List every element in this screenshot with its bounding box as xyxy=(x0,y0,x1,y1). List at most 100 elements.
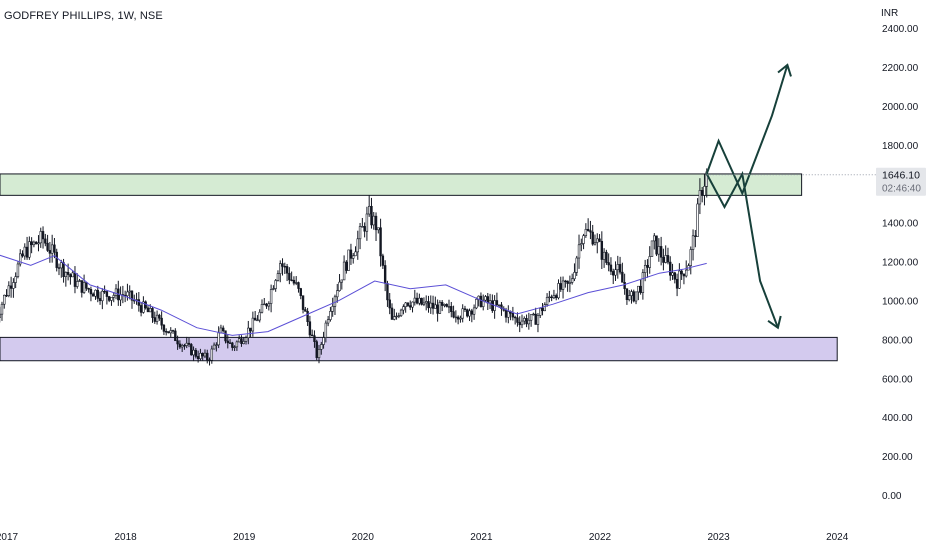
candle-body xyxy=(436,304,439,314)
candle-body xyxy=(98,298,102,302)
candle-body xyxy=(399,309,403,317)
candle-body xyxy=(103,290,106,293)
candle-body xyxy=(174,330,177,342)
candle-body xyxy=(475,298,478,309)
candle-body xyxy=(265,303,268,307)
candle-body xyxy=(539,307,542,316)
candle-body xyxy=(16,263,20,277)
candle-body xyxy=(443,304,446,306)
candle-body xyxy=(422,302,426,305)
candle-body xyxy=(374,215,378,231)
candle-body xyxy=(596,238,599,243)
support-zone xyxy=(0,336,838,362)
candle-body xyxy=(700,190,704,196)
candle-body xyxy=(573,272,576,280)
candle-body xyxy=(621,271,624,283)
candle-body xyxy=(215,344,218,346)
candle-body xyxy=(534,313,537,325)
y-tick-label: 1800.00 xyxy=(882,141,919,152)
candle-body xyxy=(105,291,109,297)
candle-body xyxy=(367,205,371,215)
x-axis: 2017 2018 2019 2020 2021 2022 2023 2024 xyxy=(0,532,849,543)
candle-body xyxy=(566,280,569,284)
x-tick-label: 2021 xyxy=(470,532,493,543)
candle-body xyxy=(37,242,40,245)
candle-body xyxy=(543,304,547,312)
candle-body xyxy=(689,249,692,266)
candle-body xyxy=(288,272,291,281)
candle-body xyxy=(637,285,640,293)
candle-body xyxy=(281,263,284,267)
candle-body xyxy=(612,271,615,276)
bullish-arrow-head xyxy=(777,63,792,77)
candle-body xyxy=(155,314,159,322)
zones-layer xyxy=(0,173,838,362)
candle-body xyxy=(525,318,528,325)
candle-body xyxy=(685,269,688,277)
candle-body xyxy=(497,304,501,306)
candle-body xyxy=(237,338,241,343)
candle-body xyxy=(153,317,156,322)
candle-body xyxy=(283,266,286,268)
x-tick-label: 2017 xyxy=(0,532,19,543)
candle-body xyxy=(50,244,54,254)
projection-layer xyxy=(705,63,792,330)
candle-body xyxy=(217,332,220,346)
candle-body xyxy=(415,297,419,304)
candle-body xyxy=(306,311,309,323)
candle-body xyxy=(80,280,84,293)
candle-body xyxy=(46,242,49,251)
candle-body xyxy=(324,322,328,338)
candle-body xyxy=(253,317,257,321)
candle-body xyxy=(349,249,353,259)
candle-body xyxy=(504,309,508,318)
candle-body xyxy=(655,235,658,255)
candle-body xyxy=(272,288,275,290)
candle-body xyxy=(149,308,152,313)
candle-body xyxy=(219,327,223,334)
candle-body xyxy=(552,295,556,299)
candle-body xyxy=(598,238,601,242)
candle-body xyxy=(675,278,679,289)
candle-body xyxy=(142,301,145,313)
candle-body xyxy=(420,297,423,305)
candle-body xyxy=(568,282,572,284)
candle-body xyxy=(561,280,565,290)
candle-body xyxy=(279,263,282,274)
candle-body xyxy=(317,349,321,358)
candle-body xyxy=(431,302,435,309)
candle-body xyxy=(390,307,394,320)
candle-body xyxy=(178,343,182,348)
candle-body xyxy=(308,321,312,336)
candle-body xyxy=(290,279,293,282)
candle-body xyxy=(71,272,74,278)
y-tick-label: 2400.00 xyxy=(882,24,919,35)
candle-body xyxy=(386,283,389,301)
candle-body xyxy=(600,241,604,260)
candle-body xyxy=(48,250,52,254)
candle-body xyxy=(242,341,245,344)
candle-body xyxy=(210,348,214,361)
candle-body xyxy=(44,238,47,244)
candle-body xyxy=(53,244,56,253)
candle-body xyxy=(429,302,432,309)
candle-body xyxy=(187,342,191,345)
candle-body xyxy=(559,283,562,290)
candle-body xyxy=(659,246,663,258)
candle-body xyxy=(657,246,661,255)
candle-body xyxy=(520,320,524,326)
candle-body xyxy=(183,345,186,347)
candle-body xyxy=(231,342,234,348)
candle-body xyxy=(370,205,373,226)
candle-body xyxy=(5,294,8,297)
candle-body xyxy=(470,310,474,315)
candle-body xyxy=(299,288,302,296)
resistance-zone xyxy=(0,173,803,196)
candle-body xyxy=(479,295,483,307)
candle-body xyxy=(461,308,464,319)
y-tick-label: 1000.00 xyxy=(882,296,919,307)
candle-body xyxy=(258,311,261,321)
candle-body xyxy=(57,267,61,269)
candle-body xyxy=(347,249,350,271)
